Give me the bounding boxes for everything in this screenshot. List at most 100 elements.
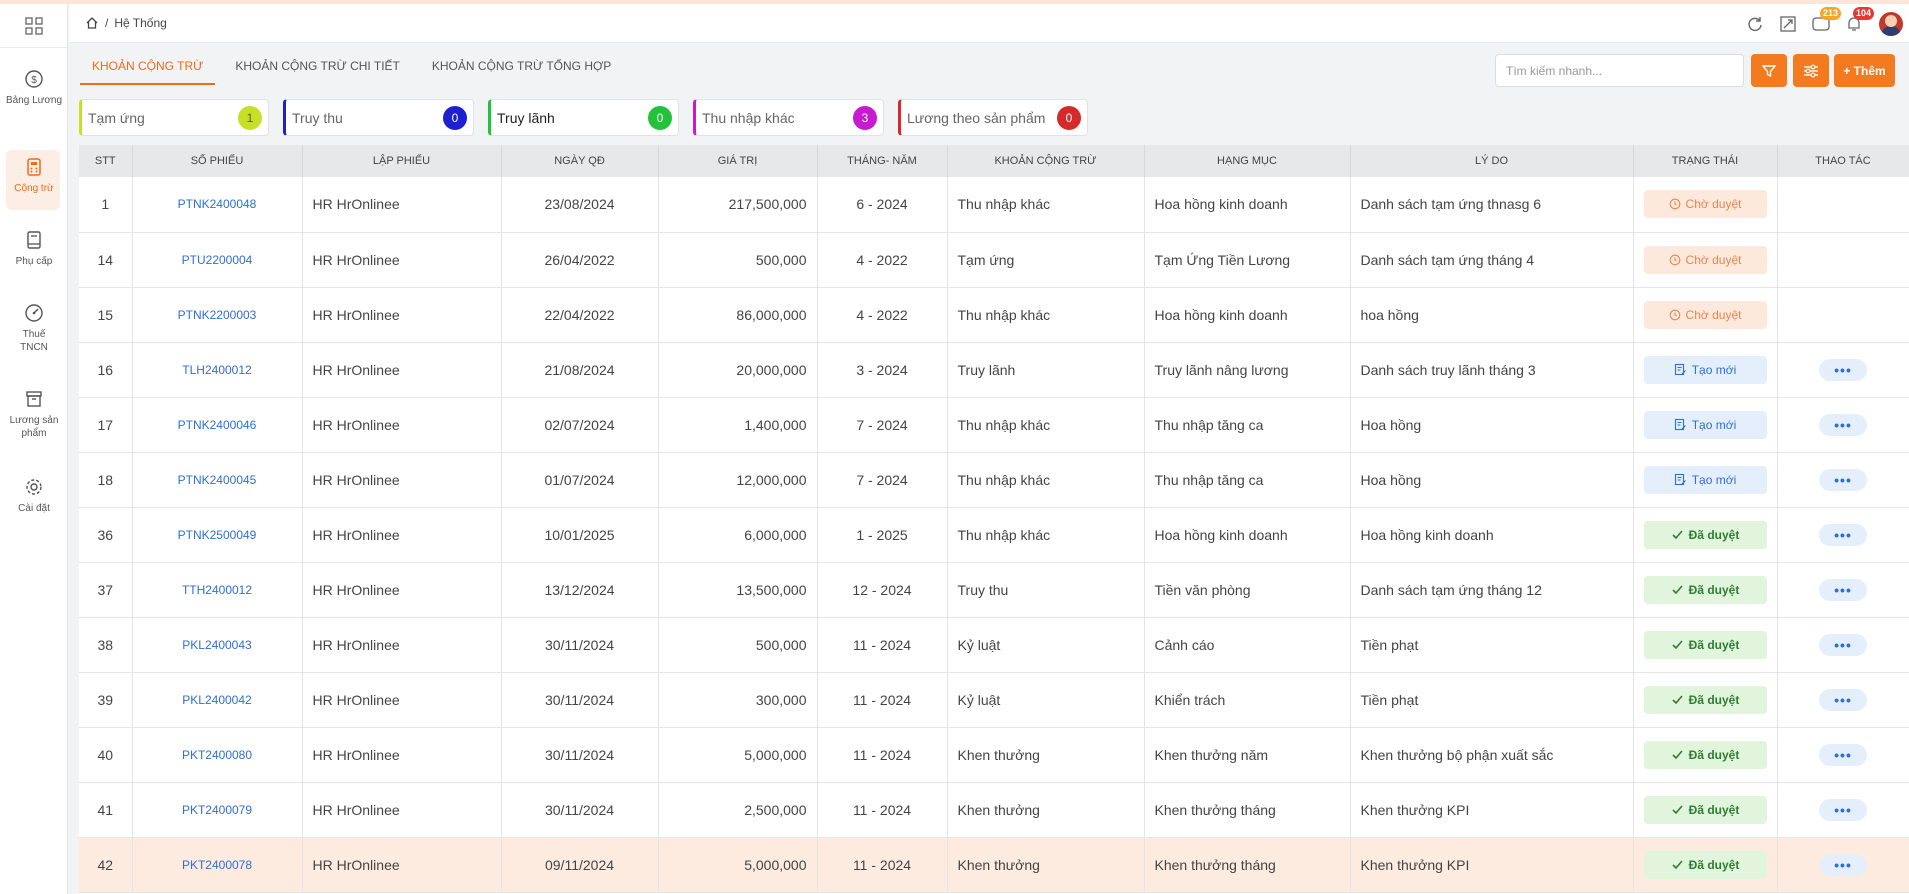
col-header-hang-muc[interactable]: HẠNG MỤC: [1144, 145, 1351, 177]
data-table: STT SỐ PHIẾU LẬP PHIẾU NGÀY QĐ GIÁ TRỊ T…: [79, 145, 1909, 893]
col-header-stt[interactable]: STT: [79, 145, 133, 177]
table-row[interactable]: 16 TLH2400012 HR HrOnlinee 21/08/2024 20,000…: [79, 342, 1909, 398]
cell-thang-nam: 11 - 2024: [817, 672, 948, 728]
tab-khoan-cong-tru[interactable]: KHOẢN CỘNG TRỪ: [80, 55, 216, 85]
cell-lap-phieu: HR HrOnlinee: [302, 562, 502, 618]
col-header-lap-phieu[interactable]: LẬP PHIẾU: [302, 145, 502, 177]
cell-so-phieu-link[interactable]: PKL2400043: [132, 617, 303, 673]
table-row[interactable]: 41 PKT2400079 HR HrOnlinee 30/11/2024 2,500,…: [79, 782, 1909, 838]
card-truy-lanh[interactable]: Truy lãnh 0: [488, 99, 679, 136]
table-row[interactable]: 36 PTNK2500049 HR HrOnlinee 10/01/2025 6,000…: [79, 507, 1909, 563]
tab-khoan-cong-tru-chi-tiet[interactable]: KHOẢN CỘNG TRỪ CHI TIẾT: [235, 59, 400, 73]
cell-thao-tac: [1777, 177, 1909, 233]
cell-so-phieu-link[interactable]: PKT2400078: [132, 837, 303, 893]
col-header-ly-do[interactable]: LÝ DO: [1350, 145, 1634, 177]
cell-so-phieu-link[interactable]: PTNK2400046: [132, 397, 303, 453]
col-header-trang-thai[interactable]: TRẠNG THÁI: [1633, 145, 1778, 177]
cell-thang-nam: 7 - 2024: [817, 397, 948, 453]
bell-icon[interactable]: 104: [1843, 7, 1875, 35]
cell-so-phieu-link[interactable]: PKL2400042: [132, 672, 303, 728]
card-luong-theo-san-pham[interactable]: Lương theo sản phẩm 0: [898, 99, 1088, 136]
table-row[interactable]: 18 PTNK2400045 HR HrOnlinee 01/07/2024 12,00…: [79, 452, 1909, 508]
check-icon: [1672, 585, 1683, 595]
cell-ngay-qd: 01/07/2024: [501, 452, 659, 508]
cell-ngay-qd: 21/08/2024: [501, 342, 659, 398]
cell-ngay-qd: 30/11/2024: [501, 782, 659, 838]
cell-gia-tri: 20,000,000: [658, 342, 818, 398]
table-row[interactable]: 15 PTNK2200003 HR HrOnlinee 22/04/2022 86,00…: [79, 287, 1909, 343]
search-input[interactable]: [1495, 54, 1744, 87]
cell-ly-do: Tiền phạt: [1350, 672, 1634, 728]
sidebar-item-label: Phụ cấp: [15, 256, 53, 267]
table-row[interactable]: 1 PTNK2400048 HR HrOnlinee 23/08/2024 217,50…: [79, 177, 1909, 233]
cell-stt: 40: [79, 727, 133, 783]
sidebar-item-bang-luong[interactable]: $ Bảng Lương: [0, 68, 68, 107]
card-thu-nhap-khac[interactable]: Thu nhập khác 3: [693, 99, 884, 136]
more-actions-button[interactable]: •••: [1819, 468, 1867, 491]
cell-khoan-cong-tru: Kỷ luật: [947, 617, 1145, 673]
table-row[interactable]: 40 PKT2400080 HR HrOnlinee 30/11/2024 5,000,…: [79, 727, 1909, 783]
card-count: 0: [648, 105, 672, 130]
cell-so-phieu-link[interactable]: PTNK2400045: [132, 452, 303, 508]
home-icon[interactable]: [85, 16, 99, 30]
table-row[interactable]: 42 PKT2400078 HR HrOnlinee 09/11/2024 5,000,…: [79, 837, 1909, 893]
more-actions-button[interactable]: •••: [1819, 413, 1867, 436]
col-header-khoan-cong-tru[interactable]: KHOẢN CỘNG TRỪ: [947, 145, 1145, 177]
sidebar-item-thue-tncn[interactable]: Thuế TNCN: [0, 302, 68, 354]
more-actions-button[interactable]: •••: [1819, 523, 1867, 546]
sidebar-item-cong-tru[interactable]: Cộng trừ: [0, 156, 68, 195]
cell-so-phieu-link[interactable]: PKT2400080: [132, 727, 303, 783]
table-row[interactable]: 14 PTU2200004 HR HrOnlinee 26/04/2022 500,00…: [79, 232, 1909, 288]
sidebar-item-luong-san-pham[interactable]: Lương sản phẩm: [0, 388, 68, 440]
cell-gia-tri: 2,500,000: [658, 782, 818, 838]
cell-so-phieu-link[interactable]: PTNK2200003: [132, 287, 303, 343]
table-row[interactable]: 39 PKL2400042 HR HrOnlinee 30/11/2024 300,00…: [79, 672, 1909, 728]
cell-stt: 18: [79, 452, 133, 508]
cell-ngay-qd: 23/08/2024: [501, 177, 659, 233]
cell-so-phieu-link[interactable]: TLH2400012: [132, 342, 303, 398]
table-row[interactable]: 17 PTNK2400046 HR HrOnlinee 02/07/2024 1,400…: [79, 397, 1909, 453]
cell-thao-tac: •••: [1777, 342, 1909, 398]
more-actions-button[interactable]: •••: [1819, 578, 1867, 601]
status-badge: Đã duyệt: [1643, 795, 1767, 824]
cell-thang-nam: 6 - 2024: [817, 177, 948, 233]
cell-so-phieu-link[interactable]: PTNK2400048: [132, 177, 303, 233]
more-actions-button[interactable]: •••: [1819, 798, 1867, 821]
cell-so-phieu-link[interactable]: PKT2400079: [132, 782, 303, 838]
cell-so-phieu-link[interactable]: PTU2200004: [132, 232, 303, 288]
card-truy-thu[interactable]: Truy thu 0: [283, 99, 474, 136]
more-actions-button[interactable]: •••: [1819, 633, 1867, 656]
check-icon: [1672, 860, 1683, 870]
cell-so-phieu-link[interactable]: PTNK2500049: [132, 507, 303, 563]
sidebar-item-cai-dat[interactable]: Cài đặt: [0, 476, 68, 515]
cell-thang-nam: 11 - 2024: [817, 617, 948, 673]
avatar[interactable]: [1879, 12, 1903, 36]
col-header-thang-nam[interactable]: THÁNG- NĂM: [817, 145, 948, 177]
sidebar-item-phu-cap[interactable]: Phụ cấp: [0, 229, 68, 268]
col-header-gia-tri[interactable]: GIÁ TRỊ: [658, 145, 818, 177]
cell-trang-thai: Chờ duyệt: [1633, 177, 1778, 233]
check-icon: [1672, 805, 1683, 815]
col-header-so-phieu[interactable]: SỐ PHIẾU: [132, 145, 303, 177]
more-actions-button[interactable]: •••: [1819, 358, 1867, 381]
table-row[interactable]: 37 TTH2400012 HR HrOnlinee 13/12/2024 13,500…: [79, 562, 1909, 618]
table-row[interactable]: 38 PKL2400043 HR HrOnlinee 30/11/2024 500,00…: [79, 617, 1909, 673]
tab-khoan-cong-tru-tong-hop[interactable]: KHOẢN CỘNG TRỪ TỔNG HỢP: [431, 59, 612, 73]
col-header-ngay-qd[interactable]: NGÀY QĐ: [501, 145, 659, 177]
fullscreen-icon[interactable]: [1777, 13, 1799, 35]
message-icon[interactable]: 213: [1810, 7, 1842, 35]
more-actions-button[interactable]: •••: [1819, 688, 1867, 711]
settings-button[interactable]: [1793, 54, 1829, 87]
filter-button[interactable]: [1751, 54, 1787, 87]
card-tam-ung[interactable]: Tạm ứng 1: [79, 99, 269, 136]
add-button[interactable]: + Thêm: [1834, 54, 1895, 87]
more-actions-button[interactable]: •••: [1819, 743, 1867, 766]
refresh-icon[interactable]: [1744, 13, 1766, 35]
cell-so-phieu-link[interactable]: TTH2400012: [132, 562, 303, 618]
cell-thao-tac: [1777, 232, 1909, 288]
apps-grid-icon[interactable]: [24, 16, 44, 36]
sidebar-item-label: Thuế TNCN: [20, 329, 48, 353]
status-badge: Chờ duyệt: [1643, 245, 1767, 274]
more-actions-button[interactable]: •••: [1819, 853, 1867, 876]
col-header-thao-tac: THAO TÁC: [1777, 145, 1909, 177]
